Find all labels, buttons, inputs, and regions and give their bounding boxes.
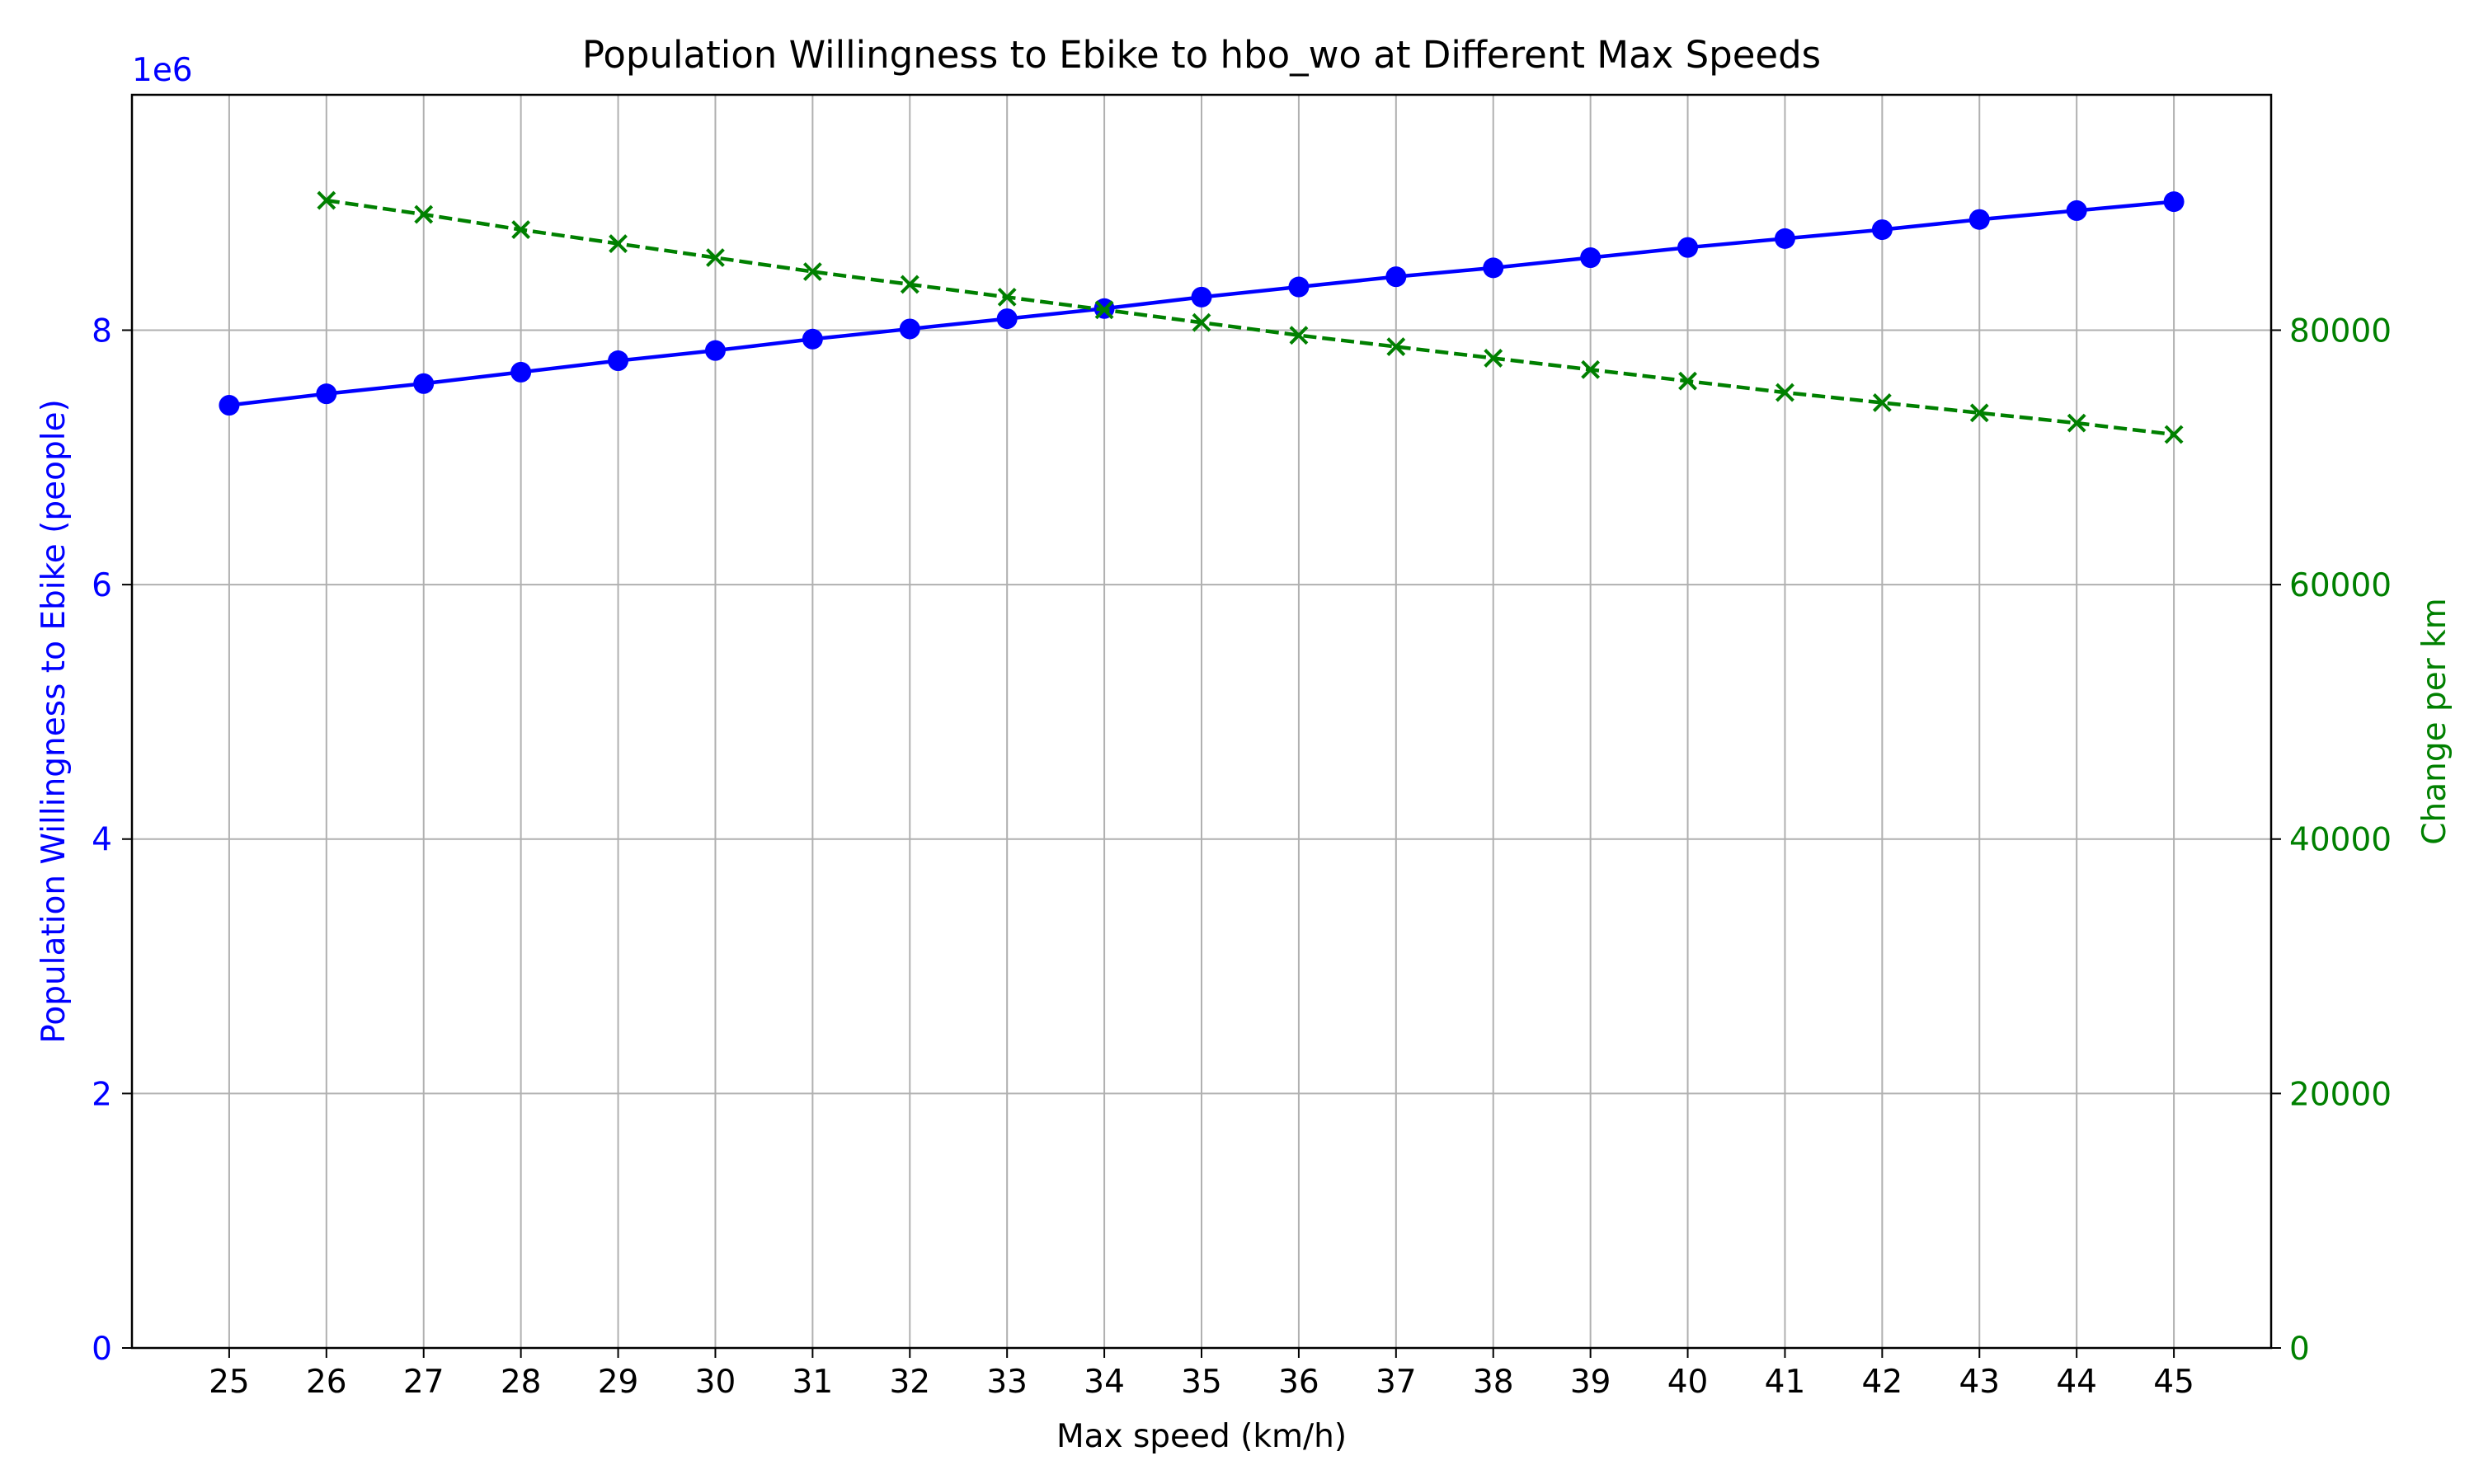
left-axis-label: Population Willingness to Ebike (people) bbox=[35, 399, 73, 1044]
data-point bbox=[609, 234, 628, 253]
right-tick-label: 60000 bbox=[2289, 567, 2392, 604]
data-point bbox=[413, 373, 435, 394]
data-point bbox=[511, 220, 531, 239]
x-tick-label: 38 bbox=[1473, 1364, 1514, 1401]
data-point bbox=[704, 340, 726, 361]
data-point bbox=[1580, 247, 1602, 269]
left-tick-label: 6 bbox=[92, 567, 112, 604]
right-axis-label: Change per km bbox=[2416, 598, 2453, 844]
x-tick-label: 33 bbox=[986, 1364, 1028, 1401]
x-tick-label: 45 bbox=[2153, 1364, 2194, 1401]
x-tick-label: 44 bbox=[2056, 1364, 2097, 1401]
data-point bbox=[1872, 393, 1892, 412]
x-tick-label: 25 bbox=[209, 1364, 250, 1401]
data-point bbox=[1581, 359, 1601, 379]
data-point bbox=[1484, 349, 1503, 368]
left-tick-label: 2 bbox=[92, 1076, 112, 1113]
data-point bbox=[997, 287, 1017, 307]
data-point bbox=[899, 318, 920, 340]
data-point bbox=[1192, 312, 1211, 332]
x-tick-label: 43 bbox=[1959, 1364, 2000, 1401]
data-point bbox=[316, 383, 337, 405]
data-point bbox=[414, 204, 434, 224]
right-tick-label: 20000 bbox=[2289, 1076, 2392, 1113]
data-point bbox=[1094, 300, 1114, 320]
x-tick-label: 35 bbox=[1181, 1364, 1222, 1401]
data-point bbox=[996, 308, 1018, 330]
data-point bbox=[1968, 209, 1990, 230]
data-point bbox=[2066, 200, 2087, 221]
data-point bbox=[1678, 371, 1697, 391]
data-point bbox=[1774, 228, 1795, 249]
x-tick-label: 39 bbox=[1570, 1364, 1611, 1401]
data-point bbox=[900, 275, 920, 294]
chart-title: Population Willingness to Ebike to hbo_w… bbox=[582, 33, 1821, 77]
x-tick-label: 27 bbox=[403, 1364, 444, 1401]
data-point bbox=[1871, 219, 1893, 241]
x-axis-ticks: 25 26 27 28 29 30 31 32 33 34 35 36 37 38 39 40 41 42 43 44… bbox=[209, 1348, 2194, 1401]
data-point bbox=[608, 350, 629, 372]
data-point bbox=[1483, 257, 1504, 279]
data-point bbox=[219, 395, 240, 416]
x-tick-label: 34 bbox=[1084, 1364, 1125, 1401]
data-point bbox=[1289, 326, 1309, 345]
x-tick-label: 28 bbox=[501, 1364, 542, 1401]
right-axis-ticks: 0 20000 40000 60000 80000 bbox=[2271, 312, 2392, 1368]
x-tick-label: 26 bbox=[306, 1364, 347, 1401]
data-point bbox=[2164, 425, 2184, 444]
series-layer bbox=[219, 190, 2185, 444]
data-point bbox=[1677, 237, 1699, 258]
x-tick-label: 32 bbox=[889, 1364, 930, 1401]
x-tick-label: 36 bbox=[1278, 1364, 1319, 1401]
left-tick-label: 4 bbox=[92, 822, 112, 859]
data-point bbox=[317, 190, 336, 210]
data-point bbox=[1386, 337, 1406, 356]
left-tick-label: 0 bbox=[92, 1331, 112, 1368]
x-tick-label: 29 bbox=[598, 1364, 639, 1401]
data-point bbox=[2067, 413, 2086, 433]
right-tick-label: 80000 bbox=[2289, 312, 2392, 350]
data-point bbox=[1385, 266, 1407, 288]
data-point bbox=[2163, 191, 2185, 213]
x-tick-label: 31 bbox=[793, 1364, 834, 1401]
data-point bbox=[802, 262, 822, 281]
data-point bbox=[510, 361, 532, 383]
data-point bbox=[1191, 286, 1212, 308]
series-2 bbox=[317, 190, 2184, 444]
left-axis-offset-label: 1e6 bbox=[132, 52, 193, 89]
left-axis-ticks: 0 2 4 6 8 bbox=[92, 312, 132, 1368]
data-point bbox=[1776, 383, 1794, 402]
x-tick-label: 42 bbox=[1862, 1364, 1903, 1401]
right-tick-label: 0 bbox=[2289, 1331, 2310, 1368]
left-tick-label: 8 bbox=[92, 312, 112, 350]
right-tick-label: 40000 bbox=[2289, 822, 2392, 859]
data-point bbox=[1288, 276, 1310, 298]
series-1 bbox=[219, 191, 2185, 416]
x-tick-label: 41 bbox=[1765, 1364, 1806, 1401]
data-point bbox=[1969, 403, 1989, 423]
x-tick-label: 40 bbox=[1667, 1364, 1709, 1401]
series-2-line bbox=[326, 198, 2175, 437]
data-point bbox=[802, 328, 823, 350]
x-axis-label: Max speed (km/h) bbox=[1056, 1418, 1347, 1455]
data-point bbox=[706, 248, 725, 267]
x-tick-label: 30 bbox=[695, 1364, 736, 1401]
x-tick-label: 37 bbox=[1376, 1364, 1417, 1401]
